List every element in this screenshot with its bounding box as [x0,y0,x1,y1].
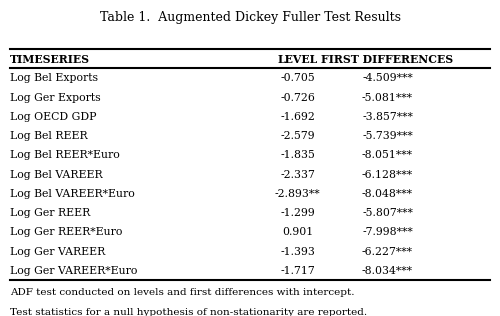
Text: -5.739***: -5.739*** [362,131,413,141]
Text: -5.081***: -5.081*** [362,93,413,103]
Text: Log Bel Exports: Log Bel Exports [10,73,98,83]
Text: 0.901: 0.901 [282,228,313,238]
Text: FIRST DIFFERENCES: FIRST DIFFERENCES [322,53,454,64]
Text: Log Ger REER: Log Ger REER [10,208,90,218]
Text: -7.998***: -7.998*** [362,228,413,238]
Text: -8.051***: -8.051*** [362,150,413,161]
Text: LEVEL: LEVEL [278,53,318,64]
Text: Log Bel VAREER: Log Bel VAREER [10,170,102,180]
Text: TIMESERIES: TIMESERIES [10,53,90,64]
Text: -0.705: -0.705 [280,73,315,83]
Text: -1.393: -1.393 [280,247,315,257]
Text: -1.692: -1.692 [280,112,315,122]
Text: Log Ger VAREER: Log Ger VAREER [10,247,105,257]
Text: -1.835: -1.835 [280,150,315,161]
Text: -8.034***: -8.034*** [362,266,413,276]
Text: Log Bel VAREER*Euro: Log Bel VAREER*Euro [10,189,135,199]
Text: Log Ger REER*Euro: Log Ger REER*Euro [10,228,122,238]
Text: -1.299: -1.299 [280,208,315,218]
Text: Table 1.  Augmented Dickey Fuller Test Results: Table 1. Augmented Dickey Fuller Test Re… [100,11,401,24]
Text: -2.893**: -2.893** [274,189,320,199]
Text: -6.227***: -6.227*** [362,247,413,257]
Text: Log OECD GDP: Log OECD GDP [10,112,97,122]
Text: ADF test conducted on levels and first differences with intercept.: ADF test conducted on levels and first d… [10,288,354,297]
Text: Test statistics for a null hypothesis of non-stationarity are reported.: Test statistics for a null hypothesis of… [10,308,367,316]
Text: -2.579: -2.579 [280,131,315,141]
Text: -3.857***: -3.857*** [362,112,413,122]
Text: -6.128***: -6.128*** [362,170,413,180]
Text: -0.726: -0.726 [280,93,315,103]
Text: Log Ger VAREER*Euro: Log Ger VAREER*Euro [10,266,138,276]
Text: -8.048***: -8.048*** [362,189,413,199]
Text: -2.337: -2.337 [280,170,315,180]
Text: Log Ger Exports: Log Ger Exports [10,93,101,103]
Text: -4.509***: -4.509*** [362,73,413,83]
Text: Log Bel REER: Log Bel REER [10,131,88,141]
Text: Log Bel REER*Euro: Log Bel REER*Euro [10,150,120,161]
Text: -1.717: -1.717 [280,266,315,276]
Text: -5.807***: -5.807*** [362,208,413,218]
